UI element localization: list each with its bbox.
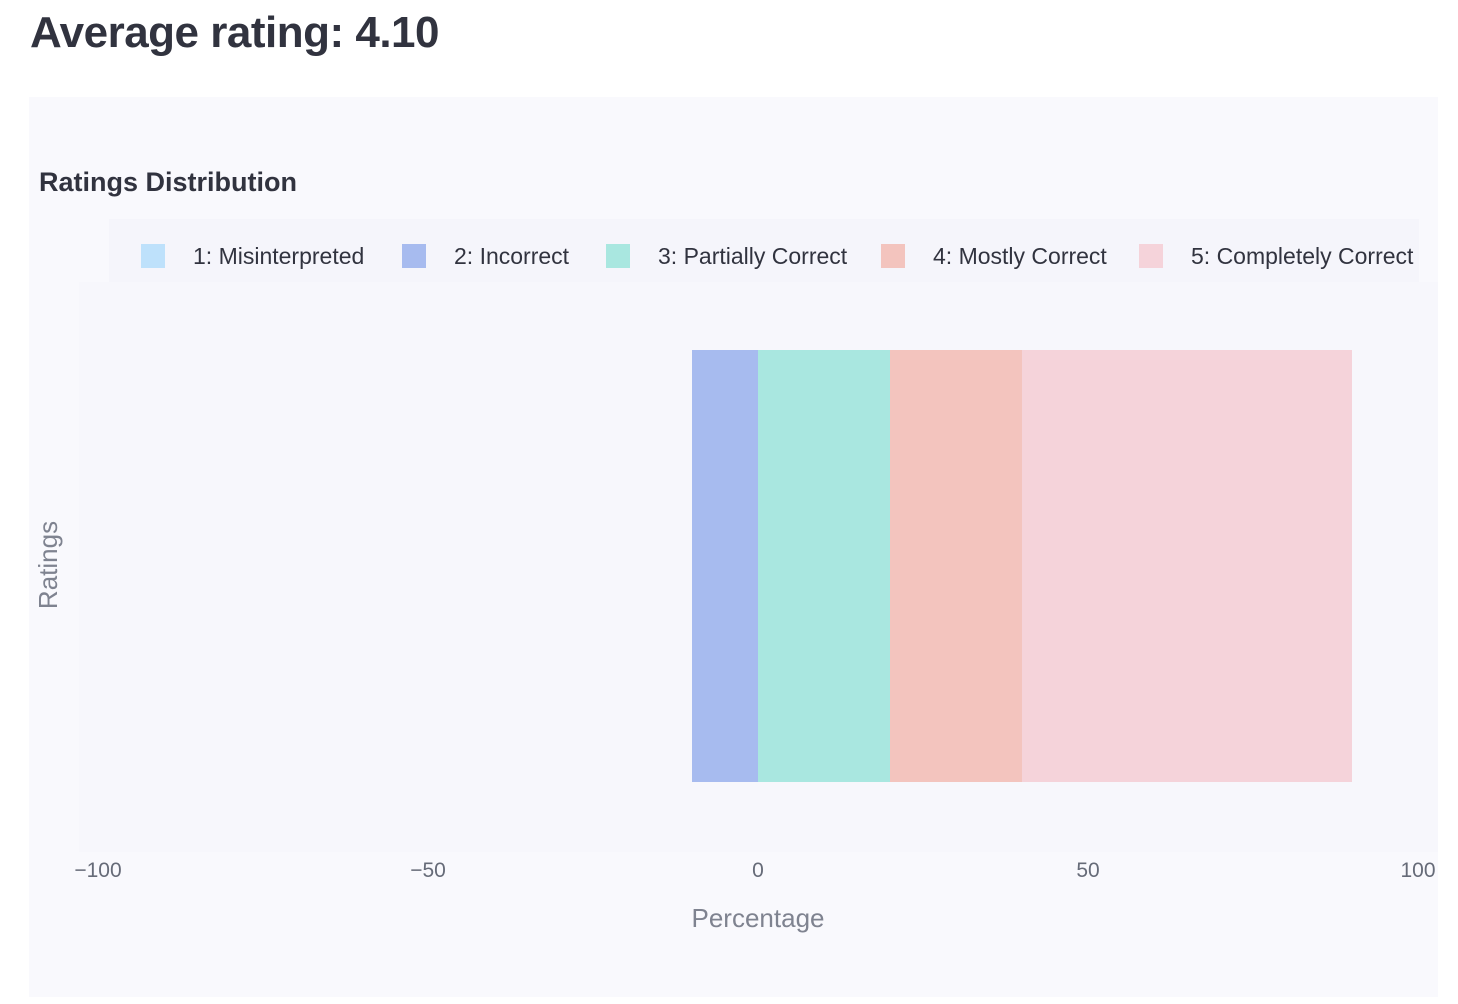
legend-label: 3: Partially Correct [658,243,848,269]
bar-segment-3[interactable] [758,350,890,782]
bar-segment-2[interactable] [692,350,758,782]
x-tick-label: 0 [752,859,764,882]
x-axis-title: Percentage [692,903,825,933]
legend-swatch [141,244,165,268]
x-tick-label: 50 [1076,859,1099,882]
x-tick-label: 100 [1400,859,1435,882]
legend-label: 5: Completely Correct [1191,243,1414,269]
legend-label: 1: Misinterpreted [193,243,365,269]
legend-swatch [881,244,905,268]
ratings-chart: Ratings Distribution 1: Misinterpreted 2… [29,97,1438,997]
legend-swatch [1139,244,1163,268]
legend-label: 4: Mostly Correct [933,243,1107,269]
page-title: Average rating: 4.10 [30,8,440,57]
bar-segment-5[interactable] [1022,350,1352,782]
x-axis-ticks: −100 −50 0 50 100 [74,859,1435,882]
bar-segment-4[interactable] [890,350,1022,782]
x-tick-label: −100 [74,859,121,882]
chart-title: Ratings Distribution [39,167,297,197]
y-axis-title: Ratings [33,521,63,609]
legend-swatch [606,244,630,268]
bars-group [692,350,1352,782]
legend-label: 2: Incorrect [454,243,570,269]
x-tick-label: −50 [410,859,446,882]
legend-swatch [402,244,426,268]
chart-legend: 1: Misinterpreted 2: Incorrect 3: Partia… [109,219,1419,283]
plot-area: −100 −50 0 50 100 Percentage Ratings [33,282,1438,933]
